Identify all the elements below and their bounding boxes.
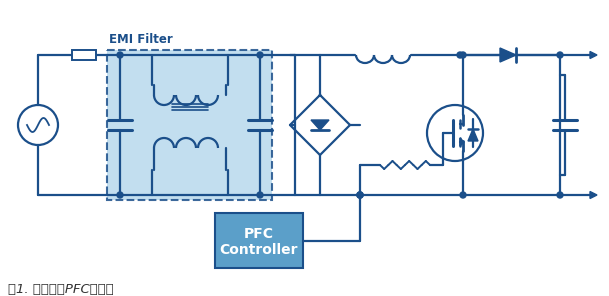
Circle shape [460,192,466,198]
Circle shape [460,52,466,58]
FancyBboxPatch shape [107,50,272,200]
Circle shape [357,192,363,198]
Circle shape [457,52,463,58]
Circle shape [257,192,263,198]
Circle shape [357,192,363,198]
Polygon shape [590,52,597,59]
Polygon shape [468,129,478,141]
Circle shape [557,52,563,58]
Circle shape [117,52,123,58]
Polygon shape [311,120,329,130]
Text: 图1. 单相升压PFC电路。: 图1. 单相升压PFC电路。 [8,283,114,296]
Polygon shape [500,48,516,62]
Polygon shape [460,138,464,146]
Circle shape [257,52,263,58]
Text: PFC: PFC [244,226,274,240]
Circle shape [117,192,123,198]
Bar [72,50,96,60]
Bar [215,213,303,268]
Circle shape [557,192,563,198]
Circle shape [357,192,363,198]
Text: Controller: Controller [220,242,298,257]
Polygon shape [590,192,597,199]
Text: EMI Filter: EMI Filter [109,33,173,46]
